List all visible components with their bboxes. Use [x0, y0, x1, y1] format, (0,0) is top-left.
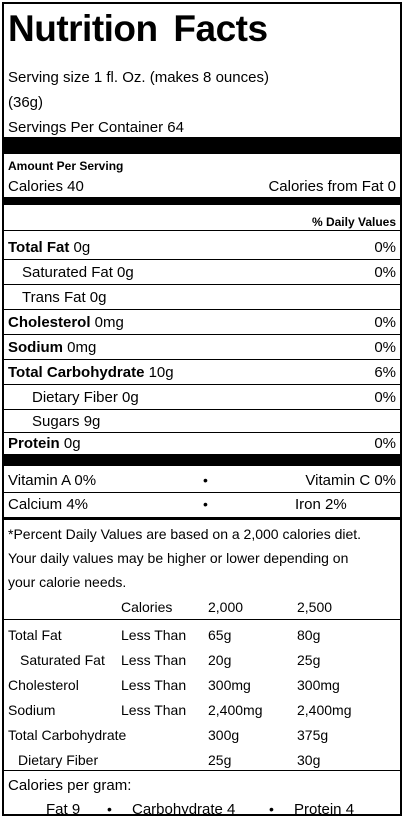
dv-table-row-2000: 65g: [208, 627, 232, 643]
footnote-line-3: your calorie needs.: [8, 574, 127, 590]
divider: [4, 230, 400, 231]
divider-thick-line: [4, 517, 400, 520]
bullet-separator: •: [269, 801, 274, 816]
nutrient-saturated-fat: Saturated Fat 0g: [22, 264, 134, 281]
calories-per-gram-carbohydrate: Carbohydrate 4: [132, 801, 236, 816]
dv-table-row-2000: 25g: [208, 752, 232, 768]
divider: [4, 259, 400, 260]
dv-table-row-qualifier: Less Than: [121, 652, 187, 668]
dv-table-row-2500: 2,400mg: [297, 702, 352, 718]
dv-table-row-2000: 2,400mg: [208, 702, 263, 718]
bullet-separator: •: [107, 801, 112, 816]
dv-saturated-fat: 0%: [374, 264, 396, 281]
calories-per-gram-label: Calories per gram:: [8, 777, 132, 794]
nutrient-protein: Protein 0g: [8, 435, 81, 452]
serving-size: Serving size 1 fl. Oz. (makes 8 ounces): [8, 69, 269, 86]
dv-protein: 0%: [374, 435, 396, 452]
thick-divider: [4, 137, 400, 154]
dv-table-row-label: Total Carbohydrate: [8, 727, 127, 743]
dv-table-row-2500: 375g: [297, 727, 329, 743]
divider: [4, 384, 400, 385]
nutrient-trans-fat: Trans Fat 0g: [22, 289, 107, 306]
dv-table-header-2000: 2,000: [208, 599, 244, 615]
nutrient-sugars: Sugars 9g: [32, 413, 101, 430]
divider: [4, 409, 400, 410]
nutrient-cholesterol: Cholesterol 0mg: [8, 314, 124, 331]
divider: [4, 309, 400, 310]
footnote-line-2: Your daily values may be higher or lower…: [8, 550, 349, 566]
divider: [4, 619, 400, 620]
dv-table-row-2000: 300mg: [208, 677, 251, 693]
dv-table-row-2000: 300g: [208, 727, 240, 743]
calories-from-fat: Calories from Fat 0: [268, 178, 396, 195]
divider: [4, 284, 400, 285]
divider: [4, 359, 400, 360]
vitamin-a: Vitamin A 0%: [8, 472, 97, 489]
medium-divider: [4, 197, 400, 205]
dv-table-row-label: Dietary Fiber: [18, 752, 99, 768]
daily-values-header: % Daily Values: [311, 215, 396, 229]
dv-table-row-2500: 25g: [297, 652, 321, 668]
bullet-separator: •: [203, 496, 208, 512]
dv-table-header-calories: Calories: [121, 599, 173, 615]
calcium: Calcium 4%: [8, 496, 89, 513]
dv-total-fat: 0%: [374, 239, 396, 256]
dv-table-row-label: Saturated Fat: [20, 652, 105, 668]
servings-per-container: Servings Per Container 64: [8, 119, 184, 136]
calories-per-gram-protein: Protein 4: [294, 801, 355, 816]
dv-table-row-qualifier: Less Than: [121, 702, 187, 718]
bullet-separator: •: [203, 472, 208, 488]
divider: [4, 492, 400, 493]
dv-table-row-label: Sodium: [8, 702, 56, 718]
nutrient-dietary-fiber: Dietary Fiber 0g: [32, 389, 139, 406]
dv-total-carbohydrate: 6%: [374, 364, 396, 381]
dv-sodium: 0%: [374, 339, 396, 356]
divider: [4, 334, 400, 335]
dv-table-row-label: Cholesterol: [8, 677, 79, 693]
amount-per-serving: Amount Per Serving: [8, 159, 124, 173]
thick-divider: [4, 454, 400, 466]
dv-table-row-2500: 300mg: [297, 677, 340, 693]
iron: Iron 2%: [295, 496, 347, 513]
dv-table-row-qualifier: Less Than: [121, 627, 187, 643]
label-title: Nutrition Facts: [8, 8, 268, 49]
dv-table-header-2500: 2,500: [297, 599, 333, 615]
dv-cholesterol: 0%: [374, 314, 396, 331]
serving-size-grams: (36g): [8, 94, 44, 111]
dv-table-row-label: Total Fat: [8, 627, 62, 643]
nutrient-total-carbohydrate: Total Carbohydrate 10g: [8, 364, 174, 381]
dv-table-row-2000: 20g: [208, 652, 232, 668]
dv-table-row-2500: 80g: [297, 627, 321, 643]
divider: [4, 770, 400, 771]
nutrient-sodium: Sodium 0mg: [8, 339, 97, 356]
vitamin-c: Vitamin C 0%: [305, 472, 396, 489]
divider: [4, 432, 400, 433]
calories-per-gram-fat: Fat 9: [46, 801, 81, 816]
calories: Calories 40: [8, 178, 84, 195]
dv-dietary-fiber: 0%: [374, 389, 396, 406]
nutrient-total-fat: Total Fat 0g: [8, 239, 91, 256]
footnote-line-1: *Percent Daily Values are based on a 2,0…: [8, 526, 362, 542]
dv-table-row-qualifier: Less Than: [121, 677, 187, 693]
dv-table-row-2500: 30g: [297, 752, 321, 768]
